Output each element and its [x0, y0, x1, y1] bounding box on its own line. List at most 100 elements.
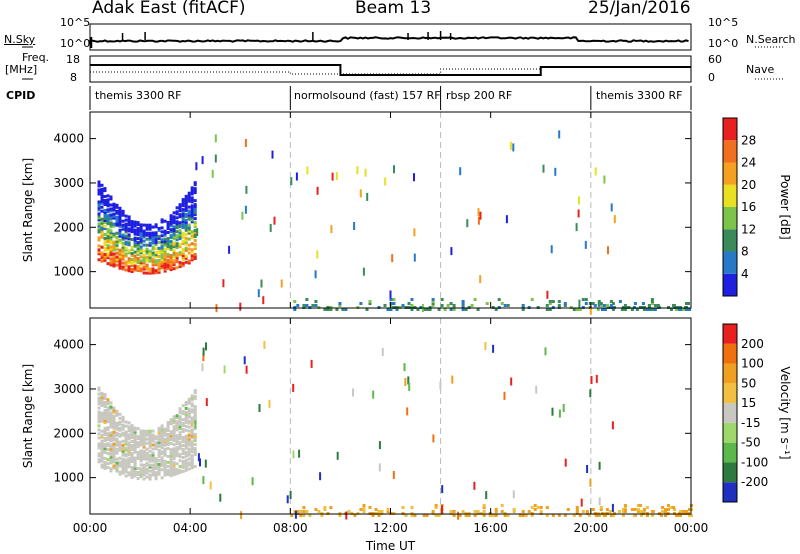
power-echo-cell [109, 251, 113, 255]
power-echo-cell [154, 261, 158, 265]
power-echo-cell [184, 200, 188, 204]
power-echo-cell [118, 206, 122, 210]
velocity-echo-cell [97, 458, 101, 462]
nave-label: Nave [746, 63, 775, 76]
power-echo-cell [139, 259, 143, 263]
velocity-echo-cell [163, 429, 167, 433]
velocity-echo-cell [175, 434, 179, 438]
power-scatter-cell [477, 216, 480, 225]
power-echo-cell [647, 308, 651, 311]
power-echo-cell [181, 248, 185, 251]
velocity-echo-cell [190, 462, 194, 466]
power-echo-cell [97, 236, 101, 240]
power-echo-cell [157, 234, 161, 238]
power-echo-cell [163, 263, 167, 267]
velocity-scatter-cell [204, 459, 207, 468]
power-echo-cell [184, 218, 188, 222]
power-echo-cell [100, 259, 104, 263]
power-echo-cell [121, 227, 125, 231]
power-echo-cell [103, 246, 107, 250]
velocity-scatter-cell [352, 388, 354, 397]
power-echo-cell [136, 259, 140, 262]
velocity-scatter-cell [336, 451, 339, 460]
velocity-scatter-cell [492, 344, 495, 353]
power-scatter-cell [273, 216, 276, 225]
velocity-echo-cell [124, 468, 128, 472]
velocity-echo-cell [190, 398, 194, 402]
velocity-echo-cell [115, 421, 119, 425]
power-echo-cell [187, 193, 191, 197]
velocity-echo-cell [566, 508, 570, 511]
velocity-echo-cell [482, 510, 486, 513]
power-echo-cell [121, 245, 125, 249]
velocity-echo-cell [121, 461, 125, 465]
power-echo-cell [163, 265, 167, 269]
power-echo-cell [602, 304, 606, 307]
velocity-echo-cell [169, 418, 173, 422]
velocity-echo-cell [163, 427, 167, 431]
velocity-echo-cell [136, 457, 140, 460]
velocity-echo-cell [106, 462, 110, 466]
power-echo-cell [368, 300, 372, 303]
radar-title: Adak East (fitACF) [92, 0, 246, 18]
power-scatter-cell [364, 168, 367, 177]
power-echo-cell [133, 242, 137, 246]
power-scatter-cell [241, 211, 244, 220]
power-scatter-cell [314, 270, 317, 279]
power-echo-cell [193, 247, 197, 250]
power-echo-cell [151, 237, 155, 241]
velocity-echo-cell [142, 471, 146, 475]
velocity-echo-cell [124, 448, 128, 452]
velocity-echo-cell [136, 477, 140, 480]
power-echo-cell [121, 209, 125, 213]
power-echo-cell [139, 233, 143, 237]
power-scatter-cell [362, 267, 365, 276]
power-echo-cell [178, 251, 182, 255]
power-echo-cell [157, 236, 161, 240]
velocity-echo-cell [178, 431, 182, 435]
velocity-echo-cell [148, 439, 152, 443]
velocity-echo-cell [148, 475, 152, 479]
velocity-echo-cell [386, 510, 390, 513]
velocity-echo-cell [103, 446, 107, 450]
power-echo-cell [305, 298, 309, 301]
velocity-echo-cell [362, 506, 366, 509]
velocity-echo-cell [106, 412, 110, 416]
velocity-echo-cell [151, 451, 155, 455]
power-echo-cell [127, 259, 131, 263]
power-echo-cell [112, 206, 116, 210]
power-scatter-cell [290, 177, 293, 186]
velocity-echo-cell [136, 453, 140, 456]
velocity-echo-cell [172, 433, 176, 437]
velocity-echo-cell [100, 391, 104, 395]
velocity-echo-cell [148, 455, 152, 459]
velocity-echo-cell [166, 468, 170, 472]
power-echo-cell [106, 220, 110, 224]
noise-tick-left-high: 10^5 [60, 16, 91, 29]
power-echo-cell [172, 235, 176, 239]
power-echo-cell [115, 235, 119, 239]
velocity-echo-cell [112, 450, 116, 454]
power-echo-cell [166, 225, 170, 228]
velocity-echo-cell [536, 506, 540, 509]
velocity-echo-cell [464, 514, 468, 517]
power-echo-cell [115, 209, 119, 213]
colorbar-segment [723, 251, 737, 274]
velocity-echo-cell [401, 506, 405, 509]
velocity-echo-cell [115, 441, 119, 445]
power-echo-cell [151, 271, 155, 275]
velocity-echo-cell [178, 425, 182, 429]
velocity-echo-cell [545, 514, 549, 517]
velocity-scatter-cell [202, 476, 205, 485]
power-echo-cell [139, 241, 143, 245]
velocity-echo-cell [142, 463, 146, 467]
velocity-echo-cell [166, 455, 170, 458]
velocity-echo-cell [621, 510, 625, 513]
power-echo-cell [145, 259, 149, 263]
power-echo-cell [106, 216, 110, 220]
power-echo-cell [115, 245, 119, 249]
power-echo-cell [169, 230, 173, 234]
velocity-echo-cell [136, 473, 140, 476]
velocity-echo-cell [142, 465, 146, 469]
velocity-echo-cell [118, 442, 122, 446]
